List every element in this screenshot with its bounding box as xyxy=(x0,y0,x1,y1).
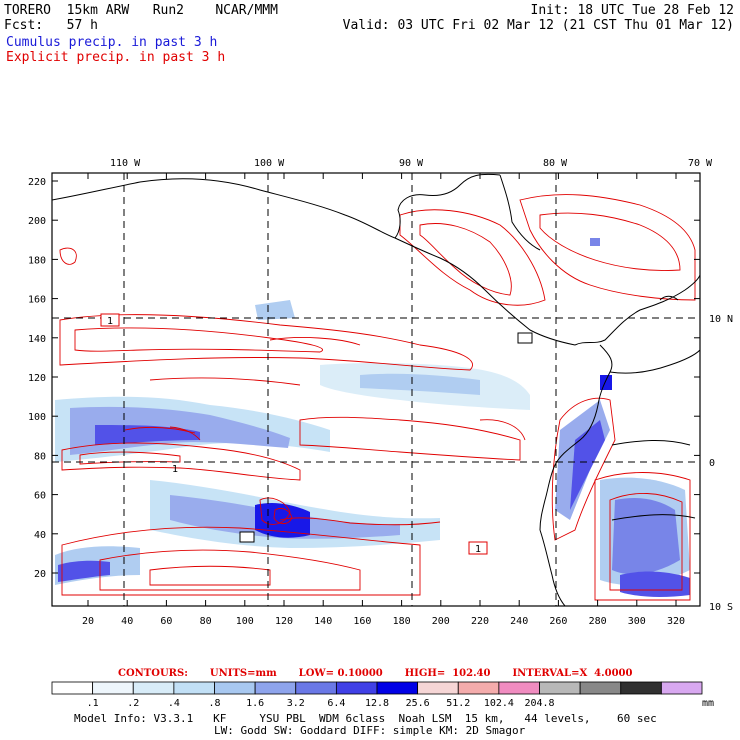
colorbar-swatch xyxy=(376,681,419,695)
colorbar-swatch xyxy=(254,681,297,695)
map-field: 1 1 1 xyxy=(52,173,700,606)
lon-label: 80 W xyxy=(543,158,568,169)
forecast-hour: Fcst: 57 h xyxy=(4,18,98,33)
colorbar-label: 6.4 xyxy=(327,698,345,709)
colorbar-label: 25.6 xyxy=(406,698,430,709)
x-tick-label: 60 xyxy=(160,616,172,627)
colorbar-label: 204.8 xyxy=(524,698,554,709)
y-tick-label: 40 xyxy=(34,530,46,541)
x-tick-label: 260 xyxy=(549,616,567,627)
x-tick-label: 280 xyxy=(589,616,607,627)
x-tick-label: 240 xyxy=(510,616,528,627)
colorbar-swatch xyxy=(173,681,215,695)
x-tick-label: 200 xyxy=(432,616,450,627)
lat-label: 0 xyxy=(709,458,715,469)
colorbar-swatch xyxy=(457,681,500,695)
map-frame xyxy=(51,172,701,607)
colorbar-swatch xyxy=(620,681,662,695)
x-tick-label: 100 xyxy=(236,616,254,627)
legend-cumulus: Cumulus precip. in past 3 h xyxy=(6,35,218,50)
lon-label: 100 W xyxy=(254,158,285,169)
lat-label: 10 N xyxy=(709,314,733,325)
x-tick-label: 40 xyxy=(121,616,133,627)
colorbar-swatch xyxy=(539,681,581,695)
lat-label: 10 S xyxy=(709,602,733,613)
model-info: Model Info: V3.3.1 KF YSU PBL WDM 6class… xyxy=(74,712,657,725)
legend-explicit: Explicit precip. in past 3 h xyxy=(6,50,226,65)
colorbar-swatch xyxy=(417,681,459,695)
contours-info-part: LOW= 0.10000 xyxy=(298,668,383,679)
x-tick-label: 220 xyxy=(471,616,489,627)
colorbar-swatch xyxy=(295,681,337,695)
y-tick-label: 140 xyxy=(28,334,46,345)
contour-box-label: 1 xyxy=(172,464,178,475)
contour-box-1 xyxy=(100,313,120,327)
contour-box-label: 1 xyxy=(107,316,113,327)
x-tick-label: 320 xyxy=(667,616,685,627)
x-tick-label: 180 xyxy=(393,616,411,627)
init-time: Init: 18 UTC Tue 28 Feb 12 xyxy=(530,3,735,18)
lat-lon-grid xyxy=(52,173,700,606)
valid-time: Valid: 03 UTC Fri 02 Mar 12 (21 CST Thu … xyxy=(342,18,734,33)
x-tick-label: 140 xyxy=(314,616,332,627)
x-tick-label: 80 xyxy=(200,616,212,627)
colorbar-label: 102.4 xyxy=(484,698,514,709)
colorbar-label: .8 xyxy=(208,698,220,709)
colorbar-swatch xyxy=(51,681,94,695)
y-tick-label: 220 xyxy=(28,177,46,188)
y-tick-label: 180 xyxy=(28,255,46,266)
header-title: TORERO 15km ARW Run2 NCAR/MMM xyxy=(4,3,278,18)
x-tick-label: 120 xyxy=(275,616,293,627)
physics-info: LW: Godd SW: Goddard DIFF: simple KM: 2D… xyxy=(214,724,526,737)
y-tick-label: 100 xyxy=(28,412,46,423)
y-tick-label: 80 xyxy=(34,451,46,462)
y-tick-label: 60 xyxy=(34,491,46,502)
x-tick-label: 160 xyxy=(353,616,371,627)
y-axis-ticks: 220 200 180 160 140 120 100 80 60 40 20 xyxy=(28,177,700,580)
colorbar-swatch xyxy=(335,681,378,695)
coastlines xyxy=(52,173,700,606)
colorbar-swatch xyxy=(92,681,134,695)
contour-box-3 xyxy=(517,332,533,344)
lon-label: 90 W xyxy=(399,158,424,169)
x-tick-label: 300 xyxy=(628,616,646,627)
contour-label-boxes: 1 1 1 xyxy=(100,313,533,555)
y-tick-label: 160 xyxy=(28,295,46,306)
colorbar-swatch xyxy=(660,681,703,695)
colorbar-label: 3.2 xyxy=(287,698,305,709)
contours-info: CONTOURS: UNITS=mm LOW= 0.10000 HIGH= 102.4… xyxy=(118,668,654,679)
contour-box-4 xyxy=(239,531,255,543)
lon-label: 110 W xyxy=(110,158,141,169)
colorbar-unit: mm xyxy=(702,698,714,709)
lon-labels: 110 W 100 W 90 W 80 W 70 W xyxy=(110,158,713,169)
colorbar-label: 1.6 xyxy=(246,698,264,709)
explicit-precip-contours xyxy=(59,194,696,601)
y-tick-label: 200 xyxy=(28,216,46,227)
contours-info-part: INTERVAL=X 4.0000 xyxy=(512,668,633,679)
colorbar-swatch xyxy=(214,681,256,695)
colorbar: .1 .2 .4 .8 1.6 3.2 6.4 12.8 25.6 51.2 102.4 204.8 m… xyxy=(51,681,714,709)
y-tick-label: 120 xyxy=(28,373,46,384)
lat-labels: 10 N 0 10 S xyxy=(709,314,733,613)
contour-box-2 xyxy=(468,541,488,555)
colorbar-label: .2 xyxy=(127,698,139,709)
lon-label: 70 W xyxy=(688,158,713,169)
colorbar-label: 51.2 xyxy=(446,698,470,709)
colorbar-swatch xyxy=(579,681,622,695)
contours-info-part: CONTOURS: xyxy=(118,668,188,679)
contours-info-part: HIGH= 102.40 xyxy=(404,668,491,679)
contour-box-label: 1 xyxy=(475,544,481,555)
colorbar-label: 12.8 xyxy=(365,698,389,709)
contours-info-part: UNITS=mm xyxy=(209,668,277,679)
y-tick-label: 20 xyxy=(34,569,46,580)
colorbar-swatch xyxy=(132,681,175,695)
x-axis-ticks: 20 40 60 80 100 120 140 160 180 200 220 240 260 280 30… xyxy=(82,173,685,627)
colorbar-swatch xyxy=(498,681,540,695)
colorbar-label: .1 xyxy=(87,698,99,709)
colorbar-label: .4 xyxy=(168,698,180,709)
x-tick-label: 20 xyxy=(82,616,94,627)
